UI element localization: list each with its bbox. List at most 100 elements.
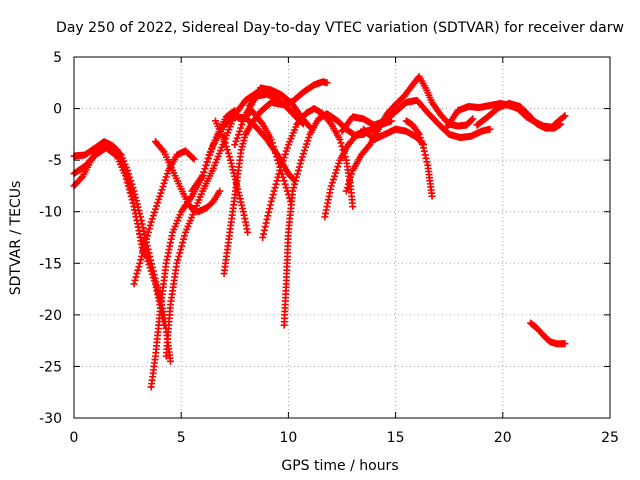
data-point bbox=[239, 204, 247, 212]
x-axis-label: GPS time / hours bbox=[281, 458, 398, 474]
y-tick-label: -25 bbox=[39, 359, 62, 375]
data-point bbox=[280, 177, 288, 185]
data-point bbox=[156, 192, 164, 200]
data-point bbox=[147, 267, 155, 275]
data-point bbox=[486, 125, 494, 133]
data-point bbox=[234, 131, 242, 139]
data-point bbox=[289, 187, 297, 195]
data-point bbox=[421, 151, 429, 159]
data-point bbox=[134, 266, 142, 274]
chart-title: Day 250 of 2022, Sidereal Day-to-day VTE… bbox=[56, 20, 624, 36]
data-point bbox=[270, 187, 278, 195]
data-point bbox=[138, 252, 146, 260]
data-point bbox=[179, 239, 187, 247]
data-point bbox=[176, 249, 184, 257]
data-point bbox=[292, 177, 300, 185]
data-point bbox=[263, 215, 271, 223]
data-point bbox=[174, 256, 182, 264]
data-point bbox=[202, 161, 210, 169]
data-point bbox=[349, 203, 357, 211]
data-point bbox=[190, 155, 198, 163]
data-point bbox=[139, 249, 147, 257]
data-point bbox=[269, 142, 277, 150]
data-point bbox=[271, 184, 279, 192]
y-tick-label: -10 bbox=[39, 205, 62, 221]
data-point bbox=[148, 270, 156, 278]
data-point bbox=[329, 175, 337, 183]
data-point bbox=[132, 273, 140, 281]
data-point bbox=[304, 137, 312, 145]
data-point bbox=[227, 156, 235, 164]
data-point bbox=[129, 199, 137, 207]
data-point bbox=[343, 184, 351, 192]
y-tick-label: -20 bbox=[39, 308, 62, 324]
data-point bbox=[333, 166, 341, 174]
data-point bbox=[468, 116, 476, 124]
data-point bbox=[282, 184, 290, 192]
data-point bbox=[142, 235, 150, 243]
data-point bbox=[326, 119, 334, 127]
data-point bbox=[260, 230, 268, 238]
data-point bbox=[561, 112, 569, 120]
data-point bbox=[159, 183, 167, 191]
data-point bbox=[124, 182, 132, 190]
data-point bbox=[228, 163, 236, 171]
data-point bbox=[336, 136, 344, 144]
data-point bbox=[323, 79, 331, 87]
data-point bbox=[205, 154, 213, 162]
plot-area bbox=[70, 73, 569, 391]
data-point bbox=[177, 246, 185, 254]
data-point bbox=[230, 169, 238, 177]
series-arc18 bbox=[338, 96, 494, 141]
data-point bbox=[180, 235, 188, 243]
x-tick-label: 20 bbox=[494, 430, 512, 446]
data-point bbox=[149, 212, 157, 220]
data-point bbox=[281, 150, 289, 158]
y-tick-label: -5 bbox=[48, 153, 62, 169]
data-point bbox=[155, 195, 163, 203]
data-point bbox=[332, 169, 340, 177]
data-point bbox=[335, 159, 343, 167]
data-point bbox=[154, 199, 162, 207]
data-point bbox=[264, 212, 272, 220]
data-point bbox=[299, 150, 307, 158]
data-point bbox=[428, 192, 436, 200]
data-point bbox=[203, 158, 211, 166]
data-point bbox=[236, 195, 244, 203]
data-point bbox=[279, 157, 287, 165]
data-point bbox=[423, 158, 431, 166]
data-point bbox=[300, 146, 308, 154]
y-tick-label: 0 bbox=[53, 102, 62, 118]
data-point bbox=[560, 113, 568, 121]
data-point bbox=[122, 175, 130, 183]
data-point bbox=[419, 141, 427, 149]
data-point bbox=[151, 205, 159, 213]
data-point bbox=[148, 215, 156, 223]
data-point bbox=[305, 134, 313, 142]
data-point bbox=[146, 264, 154, 272]
data-point bbox=[158, 186, 166, 194]
data-point bbox=[236, 127, 244, 135]
data-point bbox=[305, 122, 313, 130]
data-point bbox=[282, 147, 290, 155]
x-tick-label: 5 bbox=[177, 430, 186, 446]
series-arc23 bbox=[527, 319, 569, 348]
data-point bbox=[303, 140, 311, 148]
data-point bbox=[272, 180, 280, 188]
data-point bbox=[222, 142, 230, 150]
data-point bbox=[283, 144, 291, 152]
data-point bbox=[136, 234, 144, 241]
data-point bbox=[267, 197, 275, 205]
data-point bbox=[237, 198, 245, 206]
data-point bbox=[273, 177, 281, 185]
data-point bbox=[293, 170, 301, 178]
x-tick-label: 25 bbox=[601, 430, 619, 446]
data-point bbox=[206, 151, 214, 159]
data-point bbox=[145, 225, 153, 233]
data-point bbox=[268, 194, 276, 202]
data-point bbox=[149, 273, 157, 281]
data-point bbox=[346, 177, 354, 185]
data-point bbox=[293, 173, 300, 181]
data-point bbox=[365, 142, 373, 150]
